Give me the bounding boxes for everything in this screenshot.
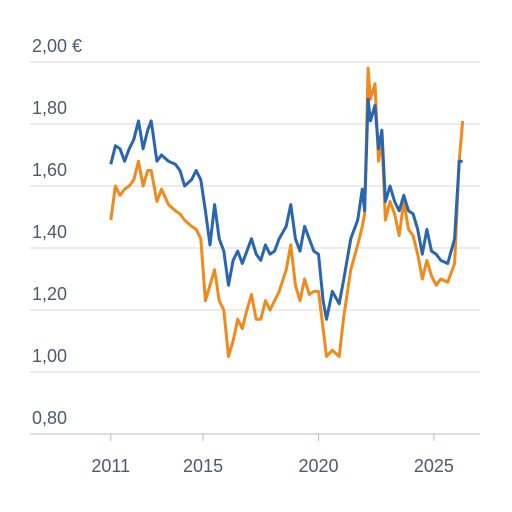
x-tick-label: 2011 [91,456,130,476]
y-tick-label: 1,20 [32,284,67,304]
x-tick-label: 2015 [183,456,223,476]
y-tick-label: 1,00 [32,346,67,366]
x-tick-label: 2020 [298,456,338,476]
y-tick-label: 0,80 [32,408,67,428]
y-tick-label: 1,40 [32,222,67,242]
line-series [109,66,465,358]
line-series [109,97,463,321]
y-tick-label: 1,80 [32,98,67,118]
y-tick-label: 2,00 € [32,36,82,56]
y-tick-label: 1,60 [32,160,67,180]
x-tick-label: 2025 [414,456,454,476]
